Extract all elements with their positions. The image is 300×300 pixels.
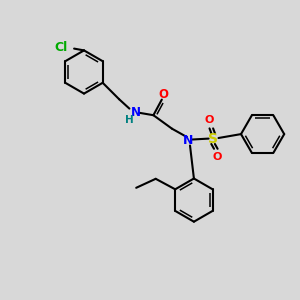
Text: Cl: Cl xyxy=(54,41,68,54)
Text: O: O xyxy=(158,88,168,101)
Text: S: S xyxy=(208,132,218,145)
Text: N: N xyxy=(183,134,194,147)
Text: O: O xyxy=(205,115,214,125)
Text: H: H xyxy=(125,115,134,125)
Text: N: N xyxy=(130,106,140,119)
Text: O: O xyxy=(213,152,222,162)
